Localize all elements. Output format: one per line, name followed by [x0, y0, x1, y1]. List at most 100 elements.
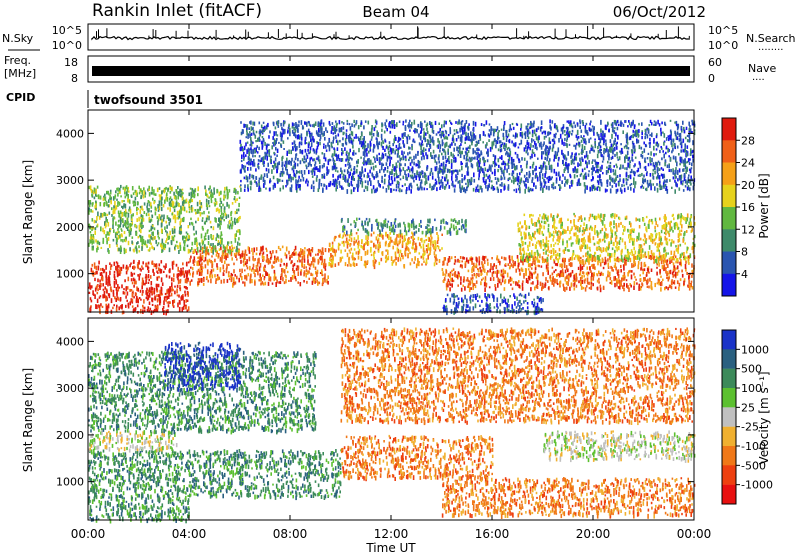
data-cell — [357, 228, 359, 232]
data-cell — [672, 230, 674, 233]
data-cell — [148, 201, 151, 204]
data-cell — [551, 266, 554, 269]
data-cell — [258, 259, 260, 264]
data-cell — [394, 252, 397, 256]
data-cell — [412, 232, 414, 238]
data-cell — [691, 269, 693, 273]
data-cell — [431, 124, 434, 130]
data-cell — [461, 218, 463, 224]
data-cell — [214, 198, 217, 203]
data-cell — [557, 242, 559, 246]
data-cell — [166, 233, 169, 238]
data-cell — [503, 256, 506, 261]
data-cell — [180, 207, 183, 211]
data-cell — [669, 259, 671, 265]
data-cell — [182, 235, 184, 240]
data-cell — [139, 273, 141, 276]
data-cell — [638, 249, 640, 254]
data-cell — [553, 222, 555, 227]
data-cell — [255, 140, 257, 143]
data-cell — [474, 135, 477, 140]
data-cell — [684, 231, 686, 234]
data-cell — [587, 235, 590, 239]
data-cell — [436, 258, 438, 262]
data-cell — [486, 272, 488, 276]
data-cell — [586, 244, 589, 250]
data-cell — [643, 222, 646, 226]
data-cell — [673, 250, 676, 256]
data-cell — [307, 253, 310, 256]
data-cell — [344, 262, 347, 267]
data-cell — [613, 220, 615, 226]
noise-tick-bottom-right: 10^0 — [708, 39, 738, 52]
data-cell — [394, 254, 397, 259]
data-cell — [145, 279, 147, 284]
data-cell — [167, 309, 169, 314]
data-cell — [677, 244, 680, 250]
data-cell — [411, 231, 413, 235]
data-cell — [547, 287, 550, 290]
data-cell — [375, 236, 378, 241]
data-cell — [590, 285, 593, 290]
data-cell — [449, 283, 452, 287]
data-cell — [585, 258, 588, 262]
data-cell — [653, 120, 656, 123]
data-cell — [366, 251, 369, 255]
data-cell — [379, 232, 381, 237]
data-cell — [542, 215, 544, 219]
data-cell — [601, 164, 603, 170]
data-cell — [485, 184, 487, 189]
data-cell — [654, 229, 657, 233]
data-cell — [567, 268, 569, 273]
data-cell — [492, 295, 495, 298]
data-cell — [670, 226, 673, 231]
data-cell — [169, 230, 171, 236]
data-cell — [539, 214, 541, 217]
data-cell — [671, 186, 673, 189]
data-cell — [106, 231, 109, 234]
data-cell — [156, 276, 158, 281]
data-cell — [343, 231, 346, 235]
data-cell — [189, 257, 191, 263]
data-cell — [159, 289, 161, 295]
data-cell — [373, 242, 375, 248]
data-cell — [254, 281, 256, 286]
data-cell — [549, 232, 552, 238]
data-cell — [187, 278, 189, 282]
data-cell — [655, 258, 658, 264]
data-cell — [154, 211, 157, 216]
data-cell — [105, 234, 107, 238]
data-cell — [353, 263, 356, 267]
data-cell — [457, 297, 460, 300]
data-cell — [315, 253, 317, 256]
data-cell — [138, 260, 140, 265]
data-cell — [579, 276, 582, 282]
data-cell — [582, 240, 584, 245]
data-cell — [174, 246, 176, 250]
data-cell — [543, 130, 545, 134]
data-cell — [563, 258, 566, 264]
data-cell — [537, 240, 540, 243]
data-cell — [161, 293, 163, 296]
data-cell — [365, 241, 367, 245]
data-cell — [135, 224, 137, 228]
data-cell — [514, 264, 516, 267]
data-cell — [174, 290, 176, 295]
data-cell — [355, 263, 358, 266]
data-cell — [151, 291, 154, 294]
data-cell — [284, 252, 287, 257]
data-cell — [300, 178, 302, 182]
data-cell — [130, 215, 133, 220]
data-cell — [522, 260, 524, 266]
data-cell — [236, 275, 238, 280]
data-cell — [113, 273, 116, 278]
data-cell — [308, 270, 310, 274]
data-cell — [122, 206, 124, 210]
data-cell — [138, 245, 140, 249]
data-cell — [643, 148, 646, 153]
data-cell — [189, 187, 192, 190]
data-cell — [669, 269, 672, 275]
data-cell — [127, 225, 130, 229]
data-cell — [542, 252, 545, 255]
data-cell — [582, 238, 584, 242]
